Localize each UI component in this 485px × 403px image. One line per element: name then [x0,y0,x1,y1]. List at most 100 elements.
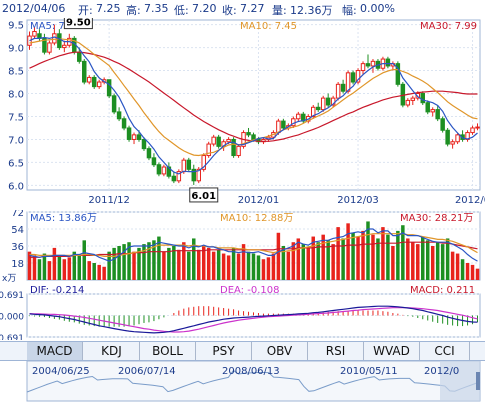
timeline-label: 2010/05/11 [340,366,398,377]
timeline-label: 2012/0 [424,366,459,377]
candle-body [96,81,102,88]
volume-bar [241,244,246,280]
volume-bar [142,244,146,280]
volume-bar [331,244,335,280]
tab-rsi[interactable]: RSI [308,342,364,360]
candle-body [201,155,206,170]
volume-bar [301,244,306,280]
y-tick-label: 6.5 [8,158,24,169]
volume-bar [411,242,415,280]
tab-obv[interactable]: OBV [252,342,308,360]
tab-kdj[interactable]: KDJ [84,342,140,360]
change-label: 幅: [342,4,357,17]
candle-body [111,95,117,113]
volume-bar [107,251,111,280]
y-tick-label: 7.5 [8,112,24,123]
volume-bar [67,257,72,280]
candle-body [231,138,236,157]
legend-macd: MACD: 0.211 [410,285,475,296]
history-timeline-navigator[interactable]: 2004/06/25 2006/07/14 2008/06/13 2010/05/11… [0,360,485,403]
volume-bar [261,259,266,280]
volume-bar [336,227,340,280]
y-tick-label: 7.0 [8,135,24,146]
candle-body [455,134,460,143]
candle-body [340,83,346,92]
timeline-drag-handle [476,372,480,390]
candle-body [91,76,97,88]
open-value: 7.25 [96,2,121,15]
candle-body [276,120,281,134]
candle-body [32,30,37,37]
volume-bar [406,238,410,280]
candle-body [296,113,301,120]
volume-bar [62,259,67,280]
volume-bar [72,251,77,280]
volume-bar [236,253,241,280]
volume-bar [52,247,57,280]
candle-body [355,70,361,83]
open-label: 开: [78,4,93,17]
volume-bar [246,251,251,280]
volume-bar [112,247,116,280]
tab-macd[interactable]: MACD [27,342,83,360]
volume-bar [460,259,465,280]
tab-wvad[interactable]: WVAD [364,342,420,360]
low-value: 7.20 [192,2,217,15]
timeline-history-line [26,369,481,393]
low-marker-label: 6.01 [191,191,216,202]
legend-ma30: MA30: 7.99 [420,21,477,32]
volume-bar [401,225,405,280]
volume-bar [57,255,62,280]
candle-body [206,143,211,157]
tab-cci[interactable]: CCI [420,342,470,360]
volume-bar [216,249,221,280]
volume-bar [167,247,171,280]
volume-bar [177,249,181,280]
y-tick-label: 18 [11,259,24,270]
volume-label: 量: [272,4,287,17]
candle-body [236,145,241,157]
candle-body [126,127,132,140]
candle-body [345,72,351,92]
candle-body [440,118,445,131]
tab-psy[interactable]: PSY [196,342,252,360]
y-tick-label: 0.691 [0,291,24,301]
candle-body [161,166,167,175]
volume-bar [157,236,161,280]
volume-bar [381,227,385,280]
candle-body [410,97,416,101]
candle-body [385,58,391,67]
y-tick-label: 0.000 [0,313,24,323]
volume-bar [281,246,286,280]
y-tick-label: 8.0 [8,90,24,101]
volume-bar [396,230,400,280]
y-tick-label: 9.0 [8,44,24,55]
dea-line [29,307,478,333]
x-tick-label: 2012/0 [455,195,485,206]
volume-bar-chart[interactable]: 72 54 36 18 x万 MA5: 13.86万 MA10: 12.88万 MA30: 2… [0,210,485,282]
macd-indicator-chart[interactable]: 0.691 0.000 0.691 DIF: -0.214 DEA: -0.108 MAC… [0,285,485,340]
x-tick-label: 2012/03 [337,195,379,206]
volume-bar [256,255,261,280]
low-marker-box [189,187,219,203]
volume-bar [326,240,330,280]
volume-bar [32,255,37,280]
candle-body [350,72,356,83]
candle-body [176,171,182,182]
volume-bar [276,232,281,280]
candle-body [425,102,430,113]
indicator-tab-bar: MACD KDJ BOLL PSY OBV RSI WVAD CCI [0,341,485,361]
candle-body [141,138,147,150]
price-candlestick-chart[interactable]: 9.5 9.0 8.5 8.0 7.5 7.0 6.5 6.0 2011/12 2012/01 20… [0,18,485,208]
volume-bar [465,263,470,280]
volume-bar [211,251,216,280]
volume-bar [386,234,390,280]
candle-body [460,134,465,140]
tab-boll[interactable]: BOLL [140,342,196,360]
high-label: 高: [126,4,141,17]
candle-body [86,76,92,83]
timeline-frame [26,360,481,402]
candle-body [246,132,251,136]
volume-bar [376,238,380,280]
candle-body [325,97,331,106]
